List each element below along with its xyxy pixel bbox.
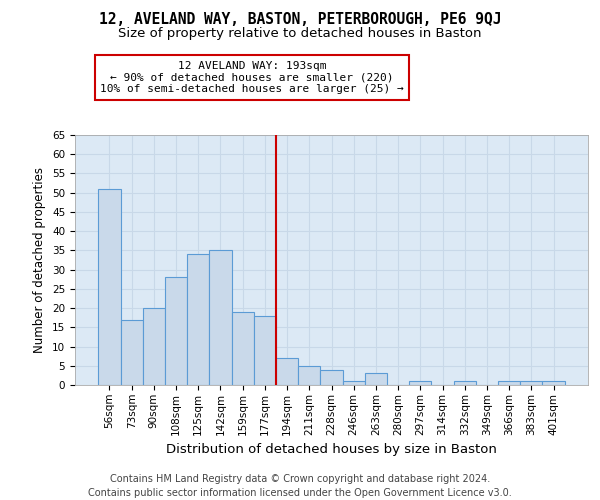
- Bar: [298, 366, 320, 385]
- Bar: [165, 278, 187, 385]
- Bar: [365, 374, 387, 385]
- Bar: [409, 381, 431, 385]
- Bar: [276, 358, 298, 385]
- Text: 12, AVELAND WAY, BASTON, PETERBOROUGH, PE6 9QJ: 12, AVELAND WAY, BASTON, PETERBOROUGH, P…: [99, 12, 501, 28]
- Text: Contains HM Land Registry data © Crown copyright and database right 2024.
Contai: Contains HM Land Registry data © Crown c…: [88, 474, 512, 498]
- Y-axis label: Number of detached properties: Number of detached properties: [34, 167, 46, 353]
- Bar: [254, 316, 276, 385]
- Bar: [498, 381, 520, 385]
- Bar: [542, 381, 565, 385]
- Bar: [143, 308, 165, 385]
- Text: Size of property relative to detached houses in Baston: Size of property relative to detached ho…: [118, 28, 482, 40]
- Bar: [121, 320, 143, 385]
- X-axis label: Distribution of detached houses by size in Baston: Distribution of detached houses by size …: [166, 443, 497, 456]
- Bar: [98, 189, 121, 385]
- Bar: [187, 254, 209, 385]
- Bar: [520, 381, 542, 385]
- Bar: [343, 381, 365, 385]
- Text: 12 AVELAND WAY: 193sqm
← 90% of detached houses are smaller (220)
10% of semi-de: 12 AVELAND WAY: 193sqm ← 90% of detached…: [100, 61, 404, 94]
- Bar: [209, 250, 232, 385]
- Bar: [454, 381, 476, 385]
- Bar: [232, 312, 254, 385]
- Bar: [320, 370, 343, 385]
